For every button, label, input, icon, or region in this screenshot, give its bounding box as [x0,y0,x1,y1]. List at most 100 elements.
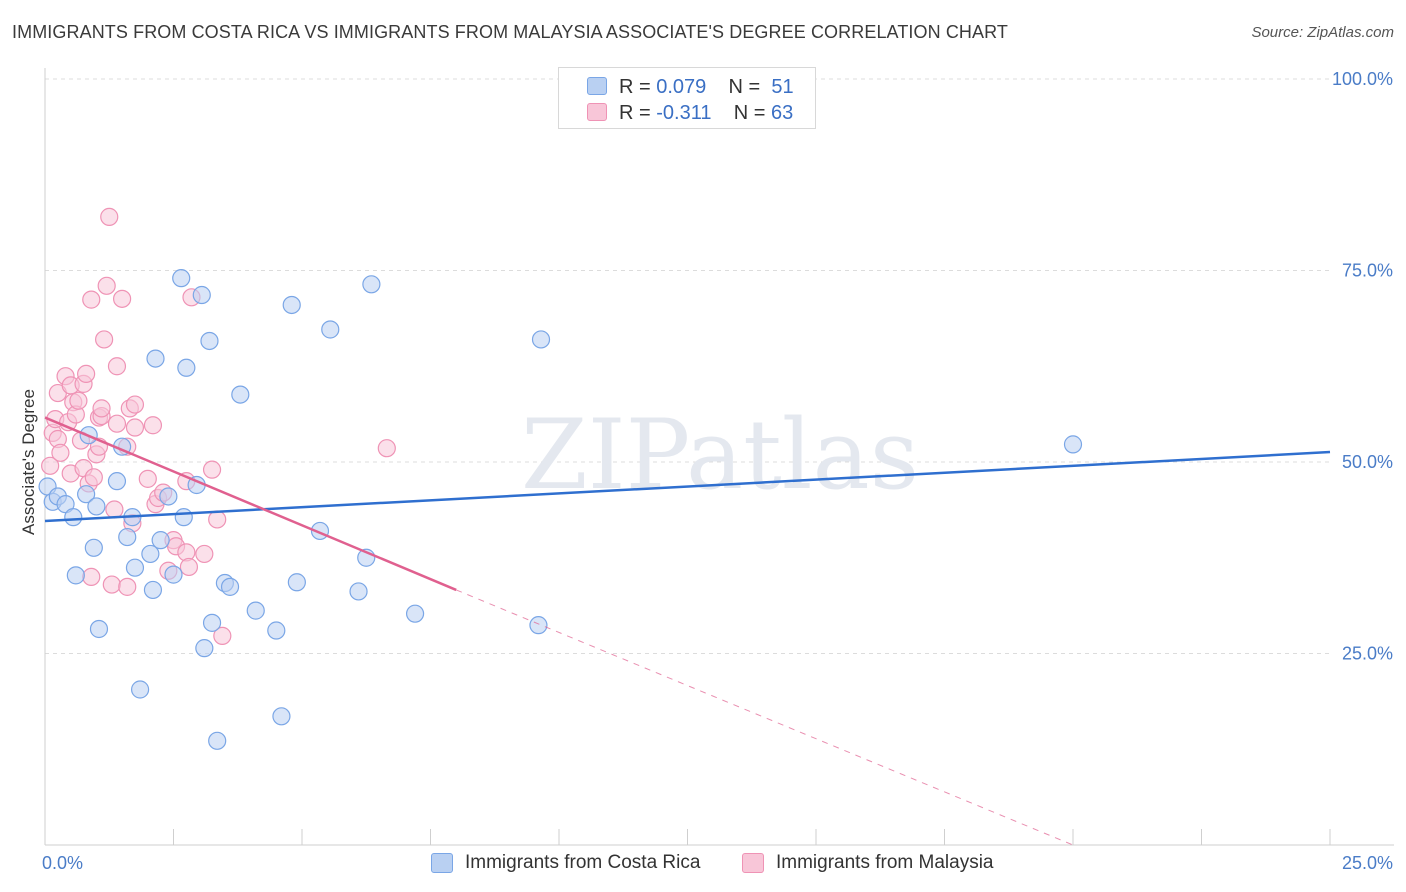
y-axis-label: Associate's Degree [19,389,38,535]
bottom-legend-swatch-malaysia [742,853,764,873]
point-malaysia [41,456,60,475]
legend-text-malaysia: R = -0.311 N = 63 [619,102,793,125]
trend-line-malaysia-extension [456,589,1074,846]
point-costa-rica [349,582,368,601]
point-costa-rica [89,619,109,639]
series-malaysia-points [41,207,396,645]
point-malaysia [143,416,163,435]
point-costa-rica [172,269,191,288]
point-costa-rica [272,707,291,726]
bottom-legend-label-malaysia: Immigrants from Malaysia [776,852,994,873]
point-malaysia [107,357,127,376]
point-costa-rica [64,508,83,527]
point-malaysia [213,626,232,645]
point-costa-rica [529,616,548,635]
point-malaysia [77,364,96,384]
point-malaysia [118,577,137,596]
point-malaysia [95,330,114,349]
point-costa-rica [118,527,137,547]
point-costa-rica [143,580,163,600]
point-malaysia [105,500,124,519]
point-costa-rica [177,358,196,377]
series-costa-rica-points [38,269,1083,750]
point-costa-rica [141,544,160,564]
legend-r-label: R = [619,102,651,124]
trend-lines [44,416,1331,846]
legend-swatch-malaysia [587,103,607,121]
legend-r-label: R = [619,76,651,98]
point-costa-rica [267,621,286,640]
point-malaysia [97,276,116,295]
point-costa-rica [84,538,103,557]
point-costa-rica [208,731,227,750]
point-costa-rica [146,349,165,368]
point-costa-rica [125,558,145,577]
point-costa-rica [220,577,240,596]
point-costa-rica [164,565,183,584]
point-malaysia [125,418,145,437]
y-tick-label: 75.0% [1342,261,1393,281]
correlation-legend: R = 0.079 N = 51 R = -0.311 N = 63 [558,67,816,129]
grid-lines [45,78,1330,654]
legend-n-value: 63 [770,102,794,124]
point-costa-rica [192,285,211,305]
point-costa-rica [159,487,178,506]
point-costa-rica [287,573,306,592]
point-malaysia [377,439,396,458]
point-costa-rica [77,485,96,504]
legend-text-costa-rica: R = 0.079 N = 51 [619,76,794,99]
x-tick-label: 0.0% [42,853,83,873]
point-malaysia [208,510,227,529]
watermark: ZIPatlas [521,399,919,511]
point-costa-rica [66,566,85,585]
chart-source: Source: ZipAtlas.com [1251,24,1394,41]
legend-r-value: -0.311 [656,102,712,124]
tick-labels: 100.0% 75.0% 50.0% 25.0% 0.0% 25.0% [42,69,1393,873]
point-malaysia [179,557,199,577]
point-costa-rica [321,320,340,339]
point-malaysia [92,399,111,418]
point-costa-rica [282,295,301,315]
point-malaysia [100,207,119,226]
point-malaysia [69,391,88,410]
legend-n-label: N = [728,76,761,98]
point-costa-rica [531,330,551,349]
legend-n-label: N = [733,102,766,124]
point-costa-rica [107,472,127,491]
point-costa-rica [174,508,193,527]
point-costa-rica [246,601,265,620]
trend-line-costa-rica [44,450,1331,523]
point-malaysia [82,567,101,587]
x-tick-label: 25.0% [1342,853,1393,873]
point-malaysia [84,468,103,487]
point-costa-rica [87,497,106,516]
legend-n-value: 51 [771,76,794,98]
point-costa-rica [1063,435,1083,454]
legend-swatch-costa-rica [587,77,607,95]
bottom-legend-swatch-costa-rica [431,853,453,873]
point-costa-rica [151,531,170,550]
legend-r-value: 0.079 [656,76,707,98]
point-malaysia [82,290,101,309]
point-costa-rica [231,385,250,404]
axes [44,68,1394,846]
y-tick-label: 50.0% [1342,452,1393,472]
point-costa-rica [130,680,150,699]
point-costa-rica [195,639,214,658]
point-costa-rica [362,275,381,294]
point-malaysia [112,289,132,308]
point-malaysia [138,469,157,488]
point-malaysia [102,575,121,594]
point-malaysia [195,544,214,564]
chart-title: IMMIGRANTS FROM COSTA RICA VS IMMIGRANTS… [12,22,1008,42]
point-costa-rica [202,613,222,632]
point-costa-rica [405,604,425,623]
trend-line-malaysia [44,416,457,592]
point-costa-rica [200,331,219,351]
point-malaysia [51,443,70,462]
point-malaysia [125,395,145,414]
point-malaysia [107,414,127,433]
y-tick-label: 25.0% [1342,644,1393,664]
bottom-legend-label-costa-rica: Immigrants from Costa Rica [465,852,701,873]
